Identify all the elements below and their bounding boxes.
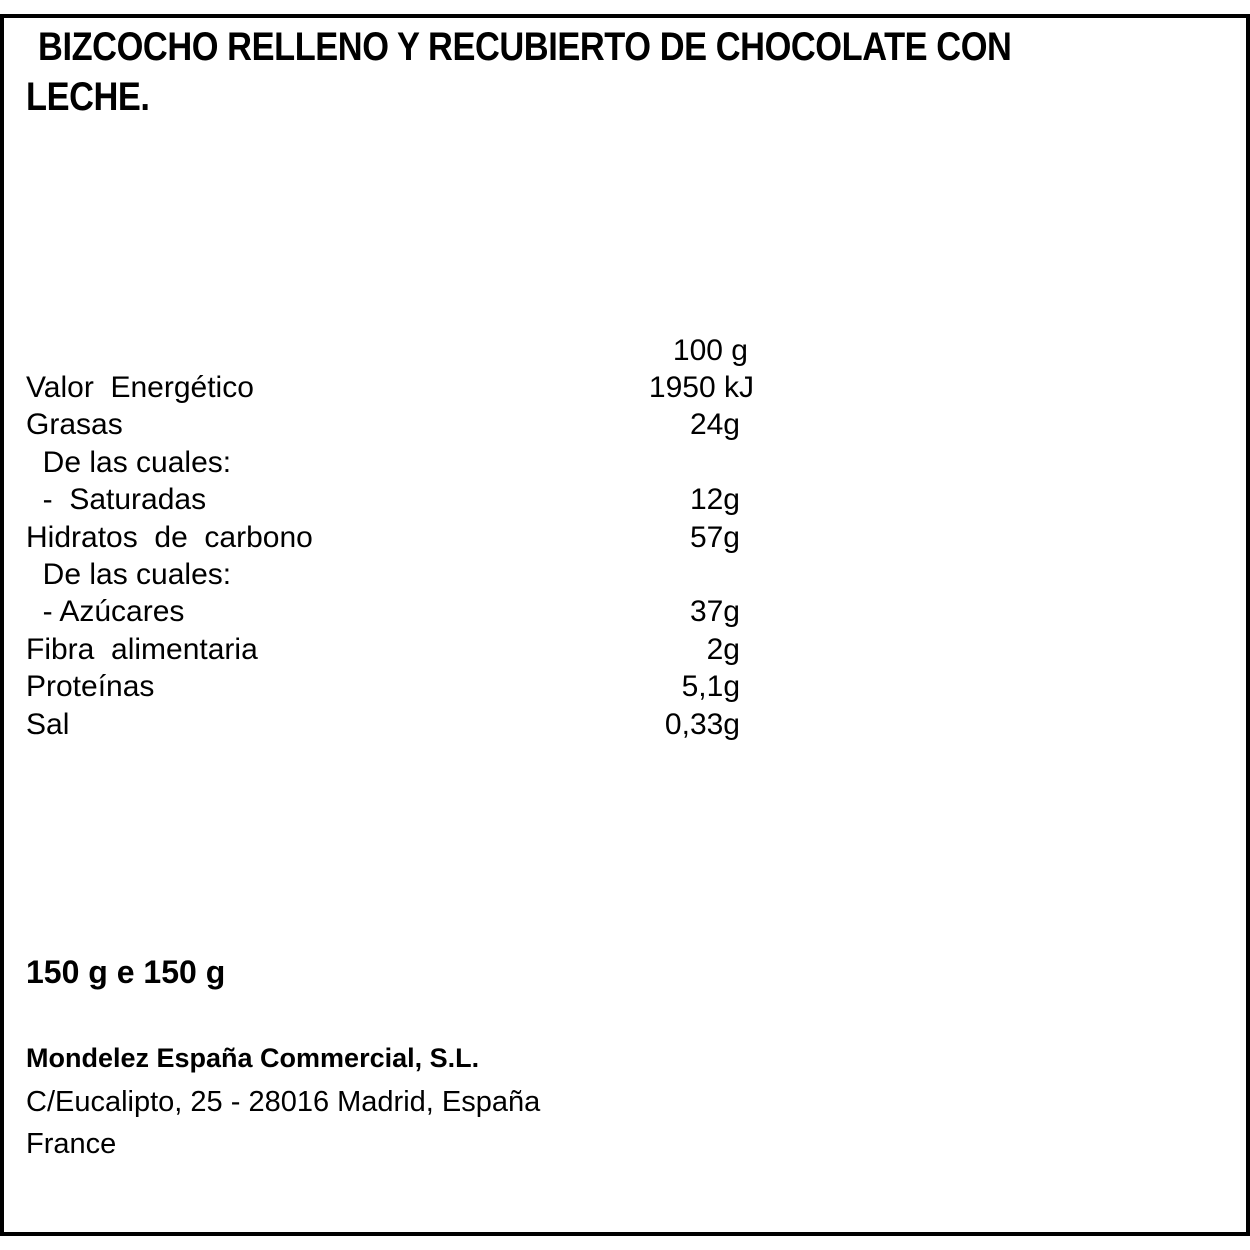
- manufacturer-country: France: [26, 1128, 117, 1160]
- nutrition-row: Sal 0,33g: [26, 706, 766, 744]
- nutrient-value: 5,1g: [681, 670, 740, 704]
- nutrient-label: - Azúcares: [26, 595, 185, 629]
- nutrient-label: Hidratos de carbono: [26, 520, 313, 554]
- manufacturer-address: C/Eucalipto, 25 - 28016 Madrid, España: [26, 1086, 541, 1118]
- manufacturer-name: Mondelez España Commercial, S.L.: [26, 1043, 480, 1073]
- nutrient-label: De las cuales:: [26, 445, 232, 479]
- nutrient-label: Valor Energético: [26, 371, 254, 404]
- nutrient-label: Fibra alimentaria: [26, 632, 258, 666]
- nutrient-label: - Saturadas: [26, 483, 207, 517]
- nutrition-header: 100 g: [672, 334, 748, 367]
- nutrient-label: Grasas: [26, 408, 123, 442]
- nutrient-value: 37g: [689, 595, 740, 629]
- nutrition-row: - Saturadas 12g: [26, 481, 766, 519]
- nutrition-row: De las cuales:: [26, 556, 766, 594]
- nutrition-row: Valor Energético 1950 kJ: [26, 369, 766, 407]
- nutrition-row: Fibra alimentaria 2g: [26, 631, 766, 669]
- nutrition-row: - Azúcares 37g: [26, 593, 766, 631]
- nutrition-row: Proteínas 5,1g: [26, 668, 766, 706]
- nutrient-label: Proteínas: [26, 670, 155, 704]
- nutrient-value: 12g: [689, 483, 740, 517]
- label-frame: BIZCOCHO RELLENO Y RECUBIERTO DE CHOCOLA…: [0, 14, 1250, 1236]
- nutrient-label: De las cuales:: [26, 558, 232, 591]
- nutrient-label: Sal: [26, 707, 70, 741]
- product-title: BIZCOCHO RELLENO Y RECUBIERTO DE CHOCOLA…: [26, 25, 1012, 119]
- nutrition-row: Grasas 24g: [26, 406, 766, 444]
- nutrient-value: 2g: [706, 632, 740, 666]
- nutrition-row: Hidratos de carbono 57g: [26, 519, 766, 557]
- net-weight: 150 g e 150 g: [26, 954, 226, 990]
- nutrition-row: De las cuales:: [26, 444, 766, 482]
- nutrient-value: 24g: [689, 408, 740, 442]
- nutrient-value: 1950 kJ: [648, 371, 754, 404]
- nutrient-value: 0,33g: [664, 707, 740, 741]
- nutrient-value: 57g: [689, 520, 740, 554]
